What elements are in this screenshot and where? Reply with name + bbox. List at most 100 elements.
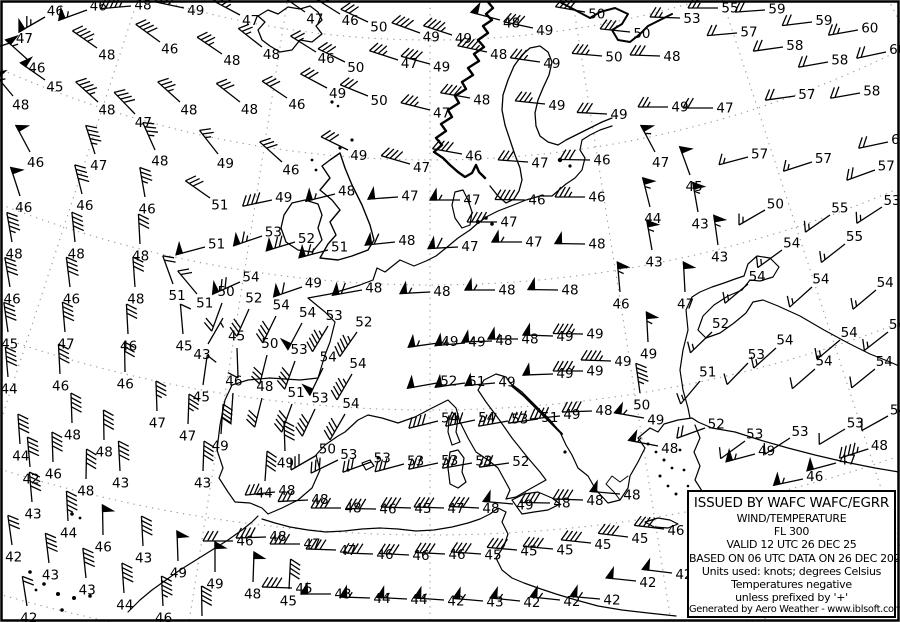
barb-full-10kt bbox=[244, 527, 252, 539]
barb-full-10kt bbox=[203, 321, 213, 332]
barb-full-10kt bbox=[274, 533, 281, 545]
barb-full-10kt bbox=[843, 445, 847, 457]
temperature-label: 54 bbox=[815, 354, 832, 370]
wind-barb-station: 48 bbox=[77, 448, 97, 499]
barb-half-5kt bbox=[585, 49, 590, 55]
barb-full-10kt bbox=[299, 418, 307, 429]
barb-full-10kt bbox=[86, 457, 97, 465]
barb-full-10kt bbox=[121, 567, 133, 574]
barb-full-10kt bbox=[752, 40, 759, 52]
barb-full-10kt bbox=[72, 25, 84, 32]
barb-full-10kt bbox=[597, 523, 606, 534]
wind-barb-station: 49 bbox=[206, 540, 228, 593]
barb-full-10kt bbox=[45, 532, 57, 539]
temperature-label: 50 bbox=[633, 397, 650, 413]
barb-full-10kt bbox=[393, 151, 404, 161]
temperature-label: 48 bbox=[588, 237, 605, 253]
barb-full-10kt bbox=[79, 30, 91, 37]
barb-full-10kt bbox=[846, 168, 850, 181]
wind-barb-station: 44 bbox=[116, 562, 134, 613]
temperature-label: 50 bbox=[370, 20, 387, 36]
temperature-label: 49 bbox=[498, 374, 515, 390]
wind-barb-station: 47 bbox=[413, 496, 465, 517]
coastline-path bbox=[280, 199, 323, 253]
barb-full-10kt bbox=[862, 338, 866, 351]
barb-flag-50kt bbox=[398, 280, 408, 295]
temperature-label: 48 bbox=[5, 246, 22, 262]
barb-full-10kt bbox=[146, 130, 159, 133]
wind-barb-station: 49 bbox=[514, 91, 566, 114]
wind-barb-station: 48 bbox=[157, 77, 198, 119]
barb-staff bbox=[213, 0, 241, 16]
barb-half-5kt bbox=[866, 341, 869, 348]
barb-staff bbox=[846, 169, 876, 181]
wind-barb-station: 50 bbox=[317, 41, 364, 76]
wind-barb-station: 53 bbox=[232, 225, 282, 247]
wind-barb-station: 46 bbox=[135, 19, 178, 58]
island-dot bbox=[666, 484, 670, 488]
temperature-label: 51 bbox=[699, 364, 716, 380]
barb-full-10kt bbox=[266, 450, 277, 459]
temperature-label: 50 bbox=[767, 197, 784, 213]
barb-staff bbox=[261, 586, 293, 589]
barb-half-5kt bbox=[644, 185, 651, 189]
barb-full-10kt bbox=[408, 458, 413, 470]
wind-barb-station: 52 bbox=[406, 373, 457, 389]
temperature-label: 46 bbox=[667, 523, 684, 539]
wind-barb-station: 45 bbox=[450, 542, 502, 563]
units-note: Units used: knots; degrees Celsius bbox=[701, 564, 882, 578]
barb-half-5kt bbox=[461, 593, 467, 600]
barb-full-10kt bbox=[328, 421, 336, 433]
barb-full-10kt bbox=[455, 542, 463, 553]
barb-full-10kt bbox=[204, 36, 216, 43]
barb-full-10kt bbox=[66, 490, 77, 497]
coastline-path bbox=[432, 0, 495, 180]
barb-full-10kt bbox=[497, 150, 506, 161]
island-dot bbox=[563, 450, 567, 454]
temperature-label: 57 bbox=[751, 146, 768, 162]
barb-full-10kt bbox=[84, 561, 96, 568]
temperature-label: 55 bbox=[846, 229, 863, 245]
barb-full-10kt bbox=[850, 297, 854, 310]
temperature-label: 49 bbox=[305, 276, 322, 292]
temperature-label: 47 bbox=[500, 215, 517, 231]
wind-barb-station: 47 bbox=[497, 150, 549, 171]
barb-full-10kt bbox=[196, 31, 208, 38]
temperature-label: 47 bbox=[179, 428, 196, 444]
wind-barb-station: 59 bbox=[734, 1, 786, 18]
temperature-label: 42 bbox=[563, 594, 580, 610]
barb-full-10kt bbox=[757, 39, 763, 51]
temperature-label: 48 bbox=[595, 403, 612, 419]
barb-half-5kt bbox=[617, 270, 624, 275]
barb-half-5kt bbox=[818, 350, 822, 357]
island-dot bbox=[60, 608, 64, 612]
barb-full-10kt bbox=[755, 256, 759, 268]
wind-barb-station: 47 bbox=[57, 301, 75, 352]
island-dot bbox=[350, 138, 354, 142]
barb-full-10kt bbox=[295, 426, 303, 437]
wind-barb-station: 45 bbox=[380, 496, 432, 517]
barb-full-10kt bbox=[6, 265, 18, 272]
temperature-label: 47 bbox=[463, 193, 480, 209]
barb-flag-50kt bbox=[526, 276, 536, 291]
temperature-label: 52 bbox=[355, 315, 372, 331]
wind-barb-station: 46 bbox=[138, 166, 156, 217]
barb-full-10kt bbox=[521, 410, 527, 422]
wind-barb-station: 53 bbox=[295, 391, 329, 437]
barb-flag-50kt bbox=[521, 322, 531, 336]
barb-full-10kt bbox=[161, 584, 173, 592]
barb-full-10kt bbox=[66, 495, 78, 502]
barb-full-10kt bbox=[636, 367, 648, 373]
barb-full-10kt bbox=[244, 484, 251, 496]
wind-barb-station: 44 bbox=[338, 584, 391, 607]
wind-barb-station: 47 bbox=[85, 124, 107, 174]
barb-half-5kt bbox=[691, 343, 695, 350]
wind-barb-station: 54 bbox=[279, 305, 316, 351]
barb-full-10kt bbox=[342, 542, 350, 554]
wind-barb-station: 43 bbox=[42, 532, 59, 583]
coastline-path bbox=[469, 125, 613, 231]
temperature-label: 43 bbox=[112, 475, 129, 491]
barb-half-5kt bbox=[622, 409, 628, 415]
barb-full-10kt bbox=[4, 306, 16, 312]
barb-full-10kt bbox=[162, 255, 175, 259]
